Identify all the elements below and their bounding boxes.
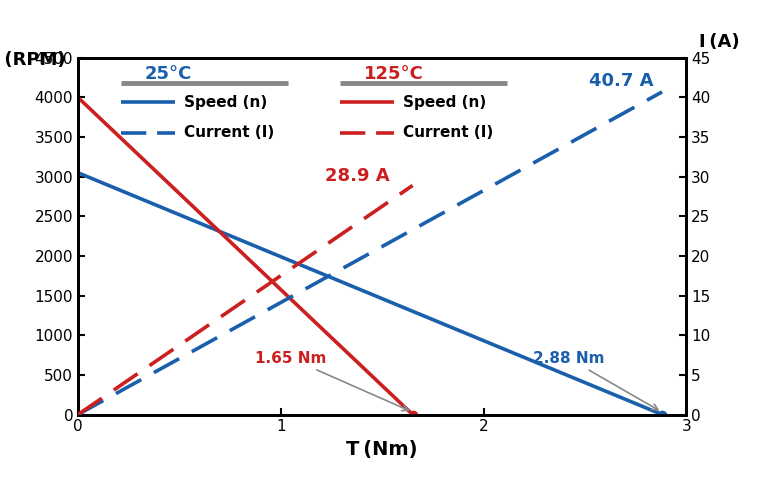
- Y-axis label: n (RPM): n (RPM): [0, 51, 66, 69]
- Text: Current (I): Current (I): [403, 125, 494, 140]
- Text: 28.9 A: 28.9 A: [325, 167, 390, 185]
- Text: 25°C: 25°C: [145, 65, 193, 83]
- X-axis label: T (Nm): T (Nm): [346, 440, 418, 459]
- Text: 2.88 Nm: 2.88 Nm: [533, 351, 658, 410]
- Text: 125°C: 125°C: [364, 65, 424, 83]
- Y-axis label: I (A): I (A): [699, 33, 739, 51]
- Text: 40.7 A: 40.7 A: [589, 71, 654, 90]
- Text: 1.65 Nm: 1.65 Nm: [255, 351, 409, 411]
- Text: Speed (n): Speed (n): [184, 95, 268, 110]
- Text: Speed (n): Speed (n): [403, 95, 487, 110]
- Text: Current (I): Current (I): [184, 125, 275, 140]
